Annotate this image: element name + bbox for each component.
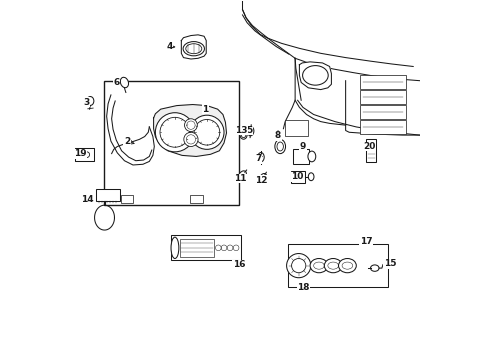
- Text: 1: 1: [202, 105, 208, 114]
- Bar: [285, 120, 308, 136]
- Ellipse shape: [307, 151, 315, 162]
- Circle shape: [183, 132, 197, 146]
- Bar: [180, 239, 213, 257]
- Ellipse shape: [259, 174, 266, 182]
- Bar: [359, 105, 405, 119]
- Text: 10: 10: [290, 172, 303, 181]
- Ellipse shape: [309, 258, 327, 273]
- Bar: [290, 171, 304, 183]
- Text: 5: 5: [246, 126, 252, 135]
- Bar: [75, 148, 94, 161]
- Ellipse shape: [238, 171, 246, 179]
- Circle shape: [184, 119, 197, 132]
- Bar: [359, 75, 405, 89]
- Text: 19: 19: [74, 149, 86, 158]
- Ellipse shape: [171, 237, 179, 258]
- Text: 12: 12: [255, 176, 267, 185]
- Text: 15: 15: [383, 259, 395, 268]
- Text: 6: 6: [113, 78, 119, 87]
- Text: 13: 13: [235, 126, 247, 135]
- Text: 17: 17: [359, 237, 372, 246]
- Bar: [292, 149, 309, 164]
- Ellipse shape: [324, 258, 341, 273]
- Ellipse shape: [257, 152, 264, 162]
- Ellipse shape: [247, 127, 253, 136]
- Bar: [359, 90, 405, 104]
- Text: 4: 4: [166, 42, 172, 51]
- Ellipse shape: [308, 173, 313, 181]
- Text: 11: 11: [234, 174, 246, 183]
- Circle shape: [286, 253, 310, 278]
- Text: 8: 8: [274, 131, 281, 140]
- Circle shape: [155, 113, 194, 152]
- Bar: [104, 81, 239, 205]
- Text: 20: 20: [362, 142, 375, 151]
- Polygon shape: [153, 105, 226, 156]
- Circle shape: [189, 115, 224, 149]
- Bar: [365, 139, 376, 162]
- Ellipse shape: [338, 258, 356, 273]
- Ellipse shape: [183, 41, 204, 56]
- Bar: [189, 195, 202, 203]
- Ellipse shape: [240, 130, 247, 139]
- Bar: [121, 195, 133, 203]
- Ellipse shape: [87, 96, 94, 105]
- Text: 2: 2: [123, 137, 130, 146]
- Bar: [96, 189, 120, 201]
- Bar: [287, 244, 388, 287]
- Polygon shape: [242, 1, 419, 68]
- Ellipse shape: [120, 77, 128, 88]
- Text: 9: 9: [299, 142, 305, 151]
- Text: 14: 14: [81, 195, 93, 204]
- Polygon shape: [299, 62, 331, 90]
- Polygon shape: [181, 35, 206, 59]
- Text: 16: 16: [232, 260, 245, 269]
- Ellipse shape: [274, 139, 285, 154]
- Text: 7: 7: [255, 155, 261, 164]
- Ellipse shape: [370, 265, 378, 271]
- Bar: [171, 235, 240, 260]
- Bar: [359, 120, 405, 134]
- Text: 3: 3: [83, 97, 90, 106]
- Text: 18: 18: [297, 283, 309, 292]
